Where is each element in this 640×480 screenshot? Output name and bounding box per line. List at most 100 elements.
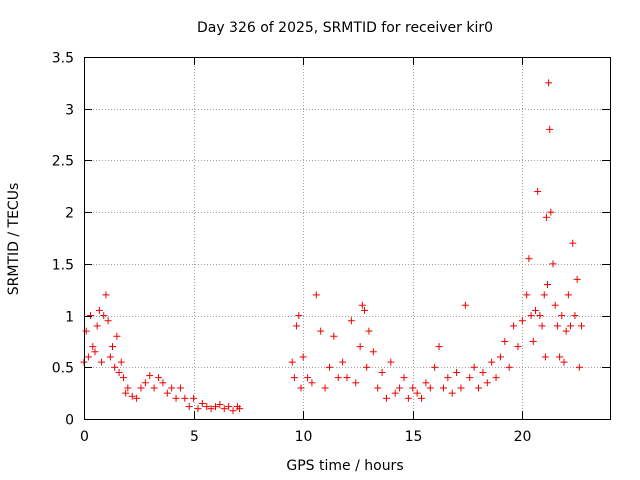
data-point <box>104 317 112 325</box>
data-point <box>560 358 568 366</box>
data-point <box>470 363 478 371</box>
data-point <box>444 374 452 382</box>
data-point <box>448 389 456 397</box>
data-point <box>146 372 154 380</box>
data-point <box>475 384 482 392</box>
data-point <box>181 394 189 402</box>
data-point <box>102 291 110 299</box>
data-point <box>378 368 386 376</box>
data-point <box>439 384 447 392</box>
x-tick-label: 0 <box>80 429 89 445</box>
data-point <box>93 322 101 330</box>
data-point <box>288 358 296 366</box>
y-tick-label: 3.5 <box>52 51 74 67</box>
data-point <box>87 312 95 320</box>
data-point <box>544 281 552 289</box>
data-point <box>501 337 509 345</box>
data-point <box>363 363 371 371</box>
data-point <box>356 343 364 351</box>
data-point <box>312 291 320 299</box>
data-point <box>525 255 533 263</box>
data-point <box>361 306 369 314</box>
data-point <box>89 343 97 351</box>
data-point <box>540 291 548 299</box>
data-point <box>115 368 123 376</box>
data-point <box>387 358 395 366</box>
data-point <box>150 384 158 392</box>
data-point <box>435 343 443 351</box>
data-point <box>534 187 542 195</box>
data-point <box>505 363 513 371</box>
data-point <box>531 306 539 314</box>
data-point <box>514 343 522 351</box>
data-point <box>413 389 421 397</box>
data-point <box>496 353 504 361</box>
data-point <box>163 389 171 397</box>
data-point <box>137 384 145 392</box>
data-point <box>159 379 167 387</box>
data-point <box>453 368 461 376</box>
data-point <box>236 405 244 413</box>
data-point <box>304 374 312 382</box>
data-point <box>82 327 90 335</box>
data-point <box>575 363 583 371</box>
data-point <box>98 358 106 366</box>
data-point <box>113 332 121 340</box>
y-axis-label: SRMTID / TECUs <box>6 183 22 296</box>
x-tick-label: 10 <box>295 429 313 445</box>
plot-frame <box>84 57 611 420</box>
data-point <box>431 363 439 371</box>
data-point <box>567 322 575 330</box>
data-point <box>396 384 404 392</box>
data-point <box>369 348 377 356</box>
data-point <box>111 363 119 371</box>
data-point <box>141 379 149 387</box>
y-tick-label: 2 <box>65 206 74 222</box>
data-point <box>225 403 233 411</box>
data-point <box>488 358 496 366</box>
data-point <box>382 394 390 402</box>
data-point <box>172 394 180 402</box>
data-point <box>347 317 355 325</box>
data-point <box>119 374 127 382</box>
data-point <box>461 301 469 309</box>
data-point <box>330 332 338 340</box>
x-tick-label: 5 <box>190 429 199 445</box>
data-point <box>529 337 537 345</box>
data-point <box>541 353 549 361</box>
data-point <box>198 399 206 407</box>
data-point <box>571 312 579 320</box>
data-point <box>422 379 430 387</box>
data-point <box>100 312 108 320</box>
data-point <box>343 374 351 382</box>
chart-title: Day 326 of 2025, SRMTID for receiver kir… <box>197 20 493 36</box>
y-tick-label: 3 <box>65 103 74 119</box>
data-point <box>203 403 211 411</box>
data-point <box>106 353 114 361</box>
data-point <box>426 384 434 392</box>
data-point <box>155 374 163 382</box>
data-point <box>352 379 360 387</box>
data-point <box>483 379 491 387</box>
y-tick-label: 2.5 <box>52 154 74 170</box>
data-point <box>518 317 526 325</box>
data-point <box>400 374 408 382</box>
data-point <box>128 392 136 400</box>
data-point <box>374 384 382 392</box>
data-point <box>536 312 544 320</box>
data-point <box>523 291 531 299</box>
data-point <box>391 389 399 397</box>
data-point <box>479 368 487 376</box>
data-point <box>339 358 347 366</box>
data-point <box>547 208 555 216</box>
data-point <box>562 327 570 335</box>
data-point <box>404 394 412 402</box>
data-point <box>216 401 224 409</box>
data-point <box>207 405 215 413</box>
data-point <box>466 374 474 382</box>
data-point <box>558 312 566 320</box>
data-point <box>551 301 559 309</box>
data-point <box>91 348 99 356</box>
data-point <box>325 363 333 371</box>
data-point <box>124 384 132 392</box>
